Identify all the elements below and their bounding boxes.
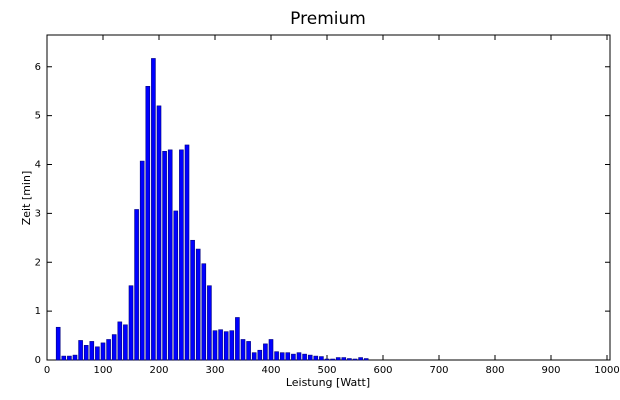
- bar: [263, 343, 268, 361]
- bar: [285, 352, 291, 361]
- bar: [347, 358, 352, 361]
- bar: [218, 329, 223, 361]
- y-tick-label: 0: [35, 355, 41, 366]
- x-tick-label: 900: [541, 365, 560, 376]
- bar: [319, 356, 324, 361]
- bar: [89, 341, 95, 361]
- bar: [246, 341, 251, 361]
- bar: [162, 151, 167, 361]
- bar: [151, 58, 156, 361]
- bar: [330, 358, 335, 361]
- bar: [235, 317, 240, 361]
- bar: [139, 160, 145, 361]
- bar: [313, 355, 319, 361]
- bar: [251, 352, 257, 361]
- bar: [324, 358, 330, 361]
- bar: [207, 285, 212, 361]
- bar: [55, 326, 61, 361]
- bar: [257, 349, 263, 361]
- y-axis-label: Zeit [min]: [20, 171, 33, 226]
- y-tick-label: 3: [35, 208, 41, 219]
- bar: [352, 358, 358, 361]
- x-tick-label: 0: [44, 365, 50, 376]
- bar: [274, 351, 279, 361]
- bar: [212, 330, 218, 361]
- bar: [156, 105, 162, 361]
- bar: [134, 209, 139, 361]
- x-tick-label: 200: [149, 365, 168, 376]
- bar: [145, 86, 151, 361]
- bar: [83, 345, 89, 361]
- x-tick-label: 100: [93, 365, 112, 376]
- bar: [240, 339, 246, 361]
- bar: [363, 358, 369, 361]
- bar: [173, 210, 179, 361]
- bar: [111, 334, 117, 361]
- bar: [358, 357, 363, 361]
- y-tick-label: 4: [35, 160, 41, 171]
- x-tick-label: 1000: [594, 365, 619, 376]
- bar: [100, 342, 106, 361]
- bar: [268, 339, 274, 361]
- x-tick-label: 400: [261, 365, 280, 376]
- bar: [195, 248, 201, 361]
- bar: [291, 353, 296, 361]
- x-tick-label: 500: [317, 365, 336, 376]
- x-tick-label: 300: [205, 365, 224, 376]
- x-tick-label: 700: [429, 365, 448, 376]
- y-tick-label: 2: [35, 257, 41, 268]
- bar: [123, 324, 128, 361]
- bar: [95, 346, 100, 361]
- y-tick-label: 1: [35, 306, 41, 317]
- bar: [302, 353, 307, 361]
- bar: [167, 149, 173, 361]
- x-tick-label: 600: [373, 365, 392, 376]
- bar: [72, 354, 78, 361]
- bar: [335, 357, 341, 361]
- chart-title: Premium: [290, 9, 366, 29]
- bar: [279, 352, 285, 361]
- bar: [128, 285, 134, 361]
- bar: [229, 330, 235, 361]
- bar: [61, 355, 67, 361]
- bar: [190, 239, 195, 361]
- bar: [106, 339, 111, 361]
- bar: [341, 357, 347, 361]
- bar: [201, 263, 207, 361]
- bar: [223, 331, 229, 361]
- bar: [179, 149, 184, 361]
- bar: [117, 321, 123, 361]
- bar: [296, 352, 302, 361]
- bar: [78, 340, 83, 361]
- y-tick-label: 5: [35, 111, 41, 122]
- bar: [67, 355, 72, 361]
- bar: [307, 354, 313, 361]
- y-tick-label: 6: [35, 62, 41, 73]
- x-tick-label: 800: [485, 365, 504, 376]
- x-axis-label: Leistung [Watt]: [286, 376, 370, 389]
- bar: [184, 144, 190, 361]
